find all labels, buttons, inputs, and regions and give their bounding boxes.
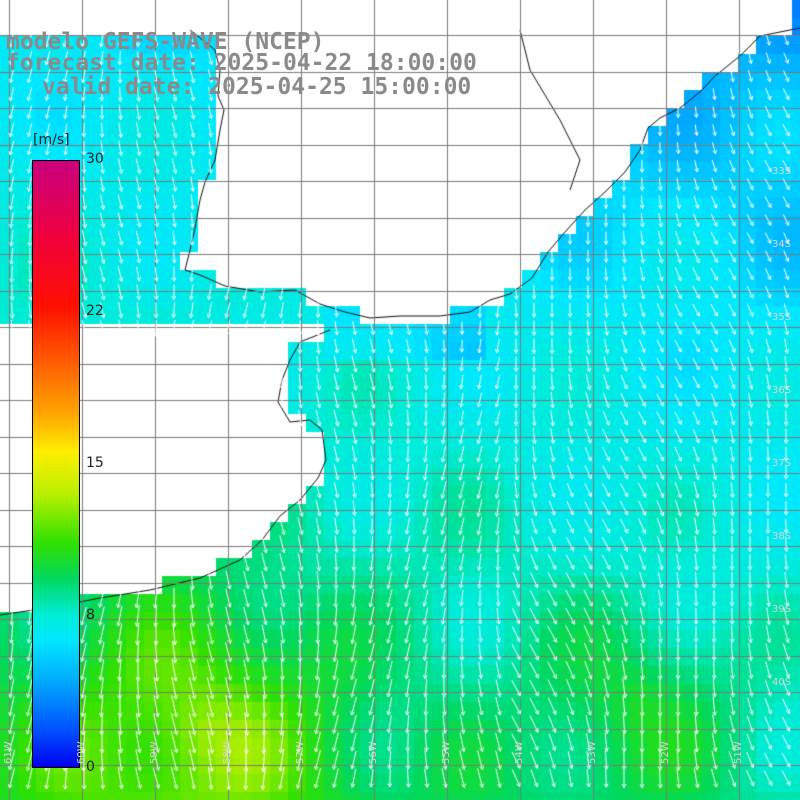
colorbar-tick-0: 0 bbox=[86, 759, 95, 775]
longitude-label: 55W bbox=[441, 741, 452, 764]
longitude-label: 58W bbox=[222, 741, 233, 764]
longitude-label: 60W bbox=[76, 741, 87, 764]
longitude-label: 59W bbox=[149, 741, 160, 764]
valid-date-label: valid date: 2025-04-25 15:00:00 bbox=[42, 74, 472, 100]
longitude-label: 61W bbox=[3, 741, 14, 764]
latitude-label: 33S bbox=[772, 166, 792, 177]
latitude-label: 39S bbox=[772, 604, 792, 615]
longitude-label: 54W bbox=[514, 741, 525, 764]
latitude-label: 40S bbox=[772, 677, 792, 688]
model-title: modelo GEFS-WAVE (NCEP) bbox=[6, 29, 325, 55]
colorbar-tick-30: 30 bbox=[86, 151, 104, 167]
colorbar-tick-15: 15 bbox=[86, 455, 104, 471]
colorbar-unit-label: [m/s] bbox=[33, 132, 70, 148]
latitude-label: 37S bbox=[772, 458, 792, 469]
longitude-label: 53W bbox=[587, 741, 598, 764]
latitude-label: 35S bbox=[772, 312, 792, 323]
longitude-label: 51W bbox=[733, 741, 744, 764]
longitude-label: 52W bbox=[660, 741, 671, 764]
colorbar-tick-22: 22 bbox=[86, 303, 104, 319]
colorbar bbox=[32, 160, 80, 768]
forecast-date-label: forecast date: 2025-04-22 18:00:00 bbox=[6, 50, 477, 76]
longitude-label: 56W bbox=[368, 741, 379, 764]
colorbar-tick-8: 8 bbox=[86, 607, 95, 623]
latitude-label: 34S bbox=[772, 239, 792, 250]
longitude-label: 57W bbox=[295, 741, 306, 764]
latitude-label: 36S bbox=[772, 385, 792, 396]
latitude-label: 38S bbox=[772, 531, 792, 542]
